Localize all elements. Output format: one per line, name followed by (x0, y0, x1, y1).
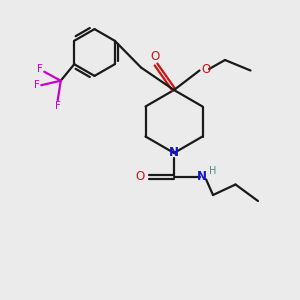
Text: O: O (202, 63, 211, 76)
Text: F: F (55, 101, 61, 111)
Text: F: F (34, 80, 40, 90)
Text: N: N (169, 146, 179, 160)
Text: N: N (197, 169, 207, 183)
Text: O: O (151, 50, 160, 64)
Text: H: H (209, 166, 217, 176)
Text: O: O (136, 170, 145, 184)
Text: F: F (37, 64, 43, 74)
